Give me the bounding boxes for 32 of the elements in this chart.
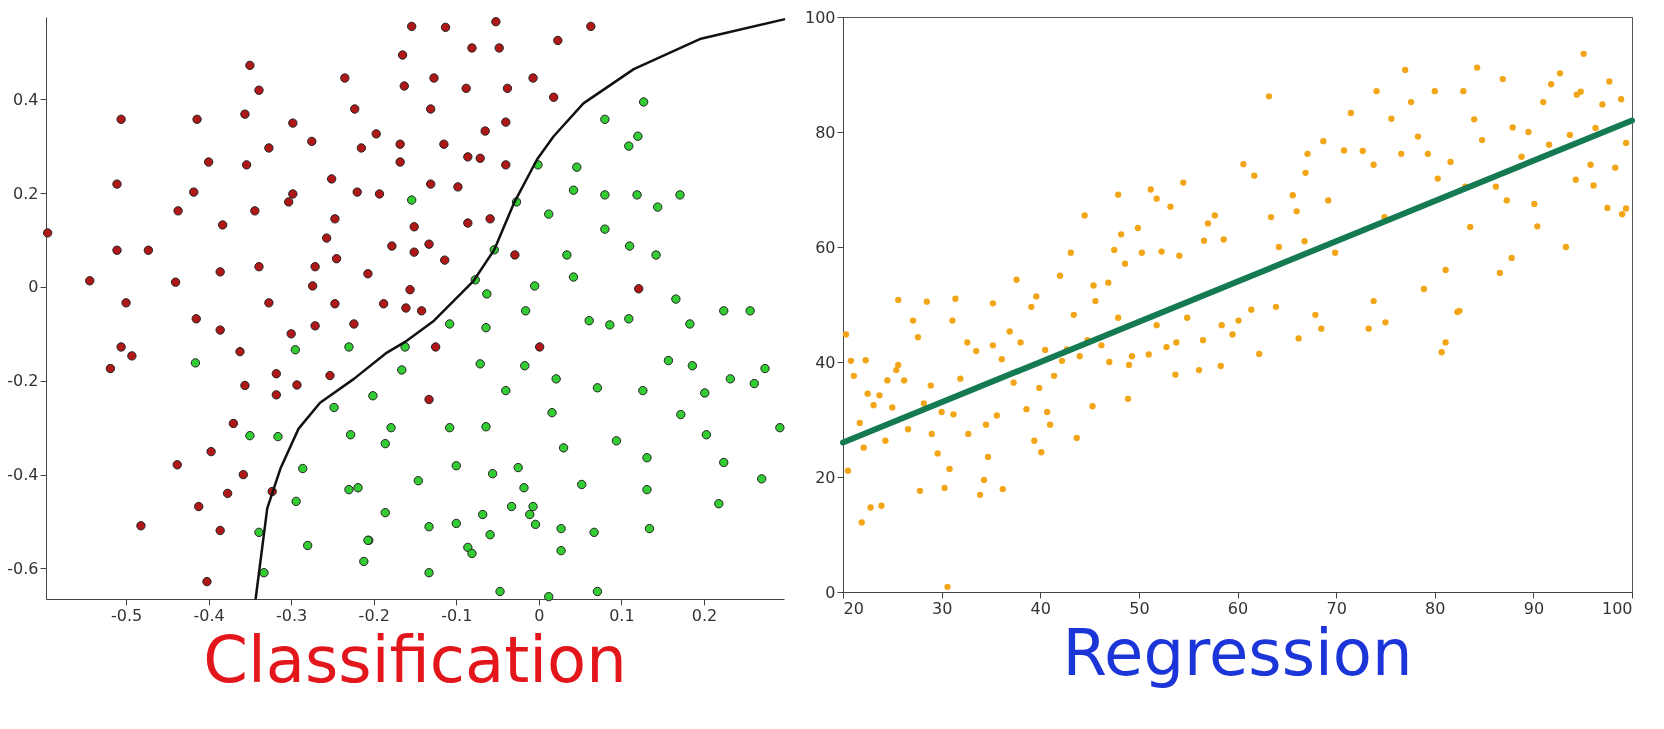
y-tick-label: 20 xyxy=(815,467,836,487)
x-tick-label: -0.5 xyxy=(110,605,143,625)
x-tick-label: 50 xyxy=(1129,598,1150,618)
x-tick-label: 40 xyxy=(1030,598,1051,618)
y-tick-label: 60 xyxy=(815,237,836,257)
y-tick-label: 40 xyxy=(815,352,836,372)
y-tick-label: 0.2 xyxy=(13,183,39,203)
x-tick-label: -0.2 xyxy=(358,605,390,625)
y-tick-label: 0 xyxy=(28,277,39,297)
y-tick-label: -0.4 xyxy=(7,465,39,485)
text: Classification xyxy=(203,623,627,697)
y-tick-label: 80 xyxy=(815,122,836,142)
x-tick-label: 30 xyxy=(931,598,953,618)
x-tick-label: 20 xyxy=(843,598,864,618)
x-tick-label: -0.3 xyxy=(276,605,308,625)
line-series xyxy=(254,18,786,600)
y-tick-label: 0.4 xyxy=(13,89,39,109)
x-tick-label: 0.2 xyxy=(691,605,718,625)
x-tick-label: 70 xyxy=(1326,598,1347,618)
x-tick-label: -0.1 xyxy=(441,605,473,625)
y-tick-label: -0.2 xyxy=(7,371,39,391)
x-tick-label: 80 xyxy=(1425,598,1446,618)
x-tick-label: 90 xyxy=(1523,598,1545,618)
x-tick-label: 60 xyxy=(1227,598,1249,618)
x-tick-label: 0 xyxy=(534,605,545,625)
x-tick-label: 100 xyxy=(1601,598,1633,618)
x-tick-label: -0.4 xyxy=(193,605,225,625)
y-tick-label: -0.6 xyxy=(7,558,39,578)
y-tick-label: 100 xyxy=(804,7,836,27)
text: Regression xyxy=(1062,616,1413,690)
x-tick-label: 0.1 xyxy=(609,605,635,625)
y-tick-label: 0 xyxy=(825,582,836,602)
